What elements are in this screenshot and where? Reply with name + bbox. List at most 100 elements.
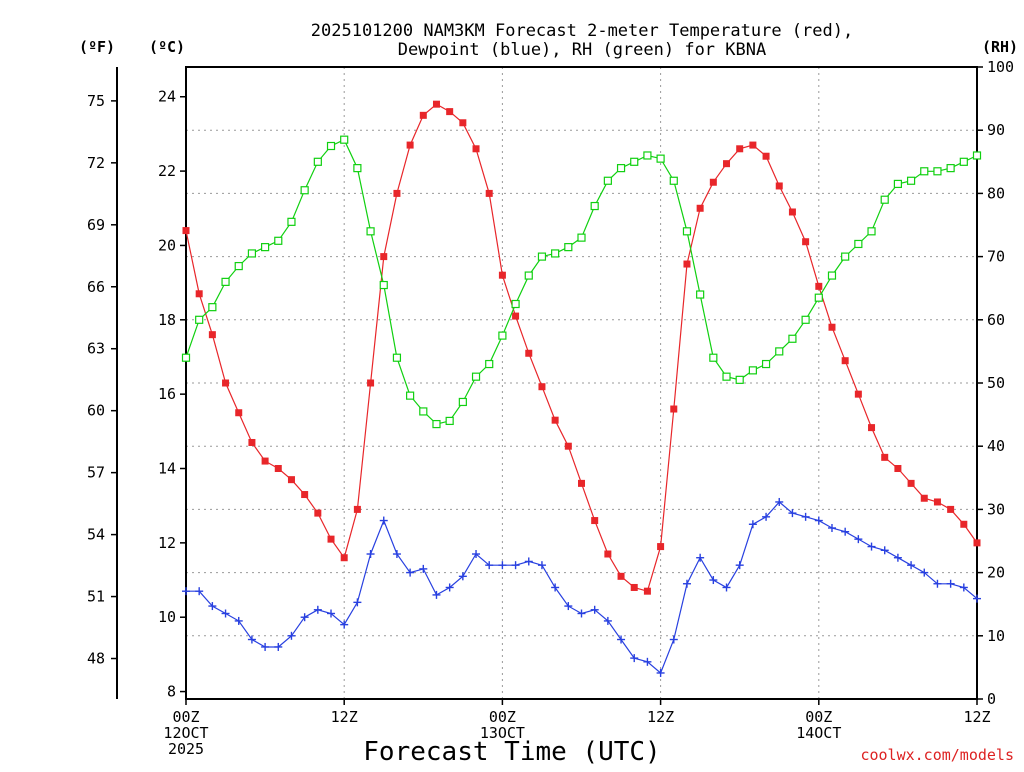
dewpoint-point	[300, 613, 309, 622]
temperature-point	[657, 543, 665, 551]
rh-point	[181, 353, 191, 362]
temperature-point	[683, 260, 691, 268]
rh-point	[195, 315, 204, 324]
rh-point	[326, 141, 336, 151]
dewpoint-point	[247, 635, 256, 644]
dewpoint-point	[748, 520, 757, 529]
dewpoint-point	[261, 642, 270, 651]
dewpoint-point	[287, 631, 296, 640]
x-tick-label: 13OCT	[480, 724, 525, 742]
rh-point	[551, 249, 560, 258]
dewpoint-point	[735, 561, 744, 570]
fahrenheit-tick-label: 54	[87, 526, 105, 544]
rh-point	[603, 176, 612, 185]
dewpoint-point	[511, 561, 520, 570]
fahrenheit-axis: 48 51 54 57 60 63 66 69 72 75	[87, 67, 118, 699]
rh-unit-label: (RH)	[982, 38, 1018, 56]
temperature-point	[459, 119, 467, 127]
rh-point	[854, 239, 863, 249]
dewpoint-point	[366, 550, 375, 559]
rh-point	[946, 164, 955, 173]
dewpoint-point	[788, 509, 797, 518]
x-tick-label: 12OCT	[163, 724, 208, 742]
dewpoint-point	[406, 568, 415, 577]
celsius-tick-label: 18	[158, 311, 176, 329]
dewpoint-point	[682, 579, 691, 588]
dewpoint-point	[221, 609, 230, 618]
temperature-point	[406, 141, 414, 149]
temperature-point	[578, 479, 585, 487]
temperature-point	[854, 390, 862, 398]
rh-point	[748, 366, 757, 375]
x-tick-label: 2025	[168, 740, 204, 758]
rh-point	[208, 303, 217, 312]
rh-point	[696, 290, 705, 299]
rh-point	[590, 201, 599, 211]
rh-point	[880, 195, 889, 204]
temperature-point	[920, 494, 928, 502]
dewpoint-point	[524, 557, 533, 566]
rh-point	[537, 252, 547, 261]
rh-point	[458, 397, 467, 407]
dewpoint-point	[722, 583, 731, 592]
dewpoint-point	[827, 523, 836, 532]
dewpoint-point	[274, 642, 283, 651]
celsius-tick-label: 20	[158, 236, 176, 254]
rh-point	[906, 176, 916, 185]
dewpoint-point	[182, 587, 190, 596]
dewpoint-series	[182, 497, 981, 677]
temperature-point	[353, 505, 361, 513]
temperature-point	[630, 583, 638, 591]
fahrenheit-tick-label: 57	[87, 464, 105, 482]
rh-point	[827, 271, 837, 280]
temperature-point	[841, 357, 849, 365]
rh-point	[511, 299, 520, 309]
x-axis-title: Forecast Time (UTC)	[363, 737, 660, 767]
rh-point	[761, 359, 771, 369]
rh-point	[406, 391, 415, 400]
temperature-point	[327, 535, 335, 543]
credit-text: coolwx.com/models	[860, 746, 1014, 764]
x-tick-label: 12Z	[331, 708, 358, 726]
temperature-point	[815, 282, 823, 290]
rh-point	[445, 416, 454, 426]
celsius-tick-label: 10	[158, 608, 176, 626]
dewpoint-point	[445, 583, 454, 592]
dewpoint-point	[313, 605, 322, 614]
temperature-point	[604, 550, 612, 558]
dewpoint-point	[933, 579, 942, 588]
temperature-point	[749, 141, 757, 149]
temperature-point	[393, 189, 401, 197]
rh-point	[920, 167, 929, 176]
rh-point	[801, 315, 810, 324]
dewpoint-point	[485, 561, 494, 570]
dewpoint-point	[564, 602, 573, 611]
rh-point	[972, 151, 982, 160]
rh-point	[577, 233, 586, 242]
dewpoint-point	[537, 561, 546, 570]
rh-point	[630, 157, 639, 166]
temperature-point	[881, 453, 889, 461]
temperature-point	[907, 479, 915, 487]
dewpoint-point	[379, 516, 388, 525]
dewpoint-point	[195, 587, 204, 596]
rh-point	[392, 353, 402, 362]
temperature-point	[538, 383, 546, 391]
x-tick-label: 00Z	[805, 708, 832, 726]
rh-point	[247, 249, 257, 258]
rh-point	[722, 372, 731, 381]
dewpoint-point	[880, 546, 889, 555]
dewpoint-point	[762, 512, 771, 521]
dewpoint-point	[775, 497, 784, 506]
temperature-point	[367, 379, 375, 387]
dewpoint-point	[327, 609, 336, 618]
rh-point	[221, 277, 230, 286]
temperature-point	[551, 416, 559, 424]
rh-point	[682, 227, 692, 236]
dewpoint-point	[669, 635, 678, 644]
rh-point	[933, 167, 942, 176]
x-tick-label: 00Z	[172, 708, 199, 726]
temperature-point	[564, 442, 572, 450]
temperature-point	[643, 587, 651, 595]
temperature-point	[762, 152, 770, 160]
